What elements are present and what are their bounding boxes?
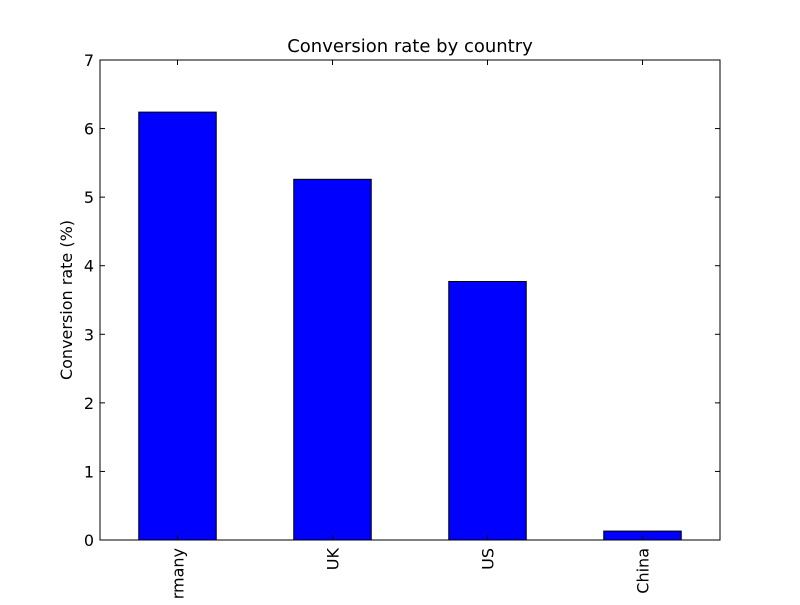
bar-germany — [138, 111, 217, 541]
y-tick-label-2: 2 — [84, 394, 94, 413]
y-tick-label-4: 4 — [84, 257, 94, 276]
chart-title: Conversion rate by country — [287, 36, 533, 57]
y-tick-label-6: 6 — [84, 120, 94, 139]
y-axis-label: Conversion rate (%) — [57, 220, 76, 380]
x-tick-label-germany: rmany — [169, 548, 188, 599]
x-tick-label-uk: UK — [324, 547, 343, 570]
x-tick-labels: rmany UK US China — [169, 547, 653, 599]
x-tick-label-china: China — [634, 548, 653, 594]
y-tick-label-7: 7 — [84, 51, 94, 70]
bar-uk — [293, 178, 372, 541]
plot-frame — [99, 59, 721, 541]
y-tick-label-0: 0 — [84, 531, 94, 550]
y-tick-label-5: 5 — [84, 188, 94, 207]
bar-us — [448, 280, 527, 541]
bars-layer — [138, 111, 682, 541]
y-tick-label-1: 1 — [84, 462, 94, 481]
y-tick-label-3: 3 — [84, 325, 94, 344]
x-tick-label-us: US — [479, 548, 498, 570]
